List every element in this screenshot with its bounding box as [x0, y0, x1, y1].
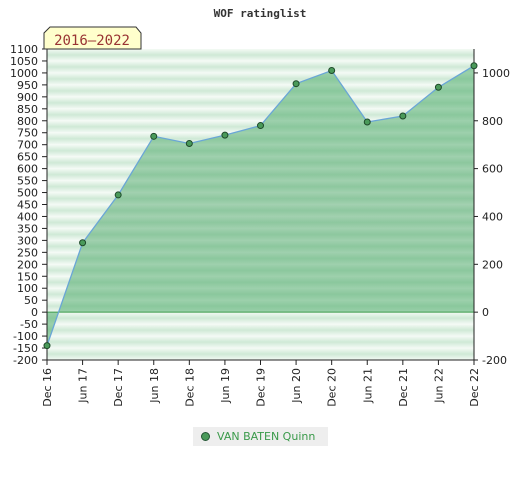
grid-band — [47, 336, 474, 349]
x-tick-label: Dec 20 — [326, 368, 339, 407]
right-y-axis: 1000 800 600 400 200 0 -200 — [473, 49, 510, 367]
left-tick-label: 450 — [17, 199, 38, 212]
left-tick-label: -100 — [13, 330, 38, 343]
grid-band — [47, 60, 474, 73]
left-tick-label: 400 — [17, 210, 38, 223]
right-tick-label: 1000 — [482, 67, 510, 80]
data-point — [114, 191, 122, 199]
right-tick-label: 400 — [482, 210, 503, 223]
data-point — [470, 62, 478, 70]
x-axis: Dec 16 Jun 17 Dec 17 Jun 18 Dec 18 Jun 19 Dec … — [41, 359, 481, 407]
period-label-box — [43, 26, 142, 50]
grid-band — [47, 72, 474, 85]
left-tick-label: 300 — [17, 234, 38, 247]
right-tick-label: -200 — [482, 354, 507, 367]
left-tick-label: 1000 — [10, 67, 38, 80]
left-tick-label: 900 — [17, 91, 38, 104]
left-tick-label: 700 — [17, 139, 38, 152]
data-point — [292, 80, 300, 88]
right-tick-label: 600 — [482, 163, 503, 176]
x-tick-label: Dec 22 — [468, 368, 481, 407]
data-point — [150, 132, 158, 140]
left-tick-label: 200 — [17, 258, 38, 271]
data-point — [328, 67, 336, 75]
left-tick-label: 500 — [17, 187, 38, 200]
grid-band — [47, 324, 474, 337]
right-tick-label: 200 — [482, 258, 503, 271]
chart-title: WOF ratinglist — [214, 7, 307, 20]
x-tick-label: Dec 21 — [397, 368, 410, 407]
legend-series-name: VAN BATEN Quinn — [217, 430, 316, 443]
period-label-text: 2016–2022 — [54, 33, 130, 49]
left-y-axis: 1100105010009509008508007507006506005505… — [10, 43, 48, 367]
left-tick-label: 250 — [17, 246, 38, 259]
data-point — [434, 83, 442, 91]
series-markers — [43, 62, 478, 350]
grid-band — [47, 312, 474, 325]
right-tick-label: 800 — [482, 115, 503, 128]
left-tick-label: 1100 — [10, 43, 38, 56]
left-tick-label: 800 — [17, 115, 38, 128]
grid-band — [47, 96, 474, 109]
right-tick-label: 0 — [482, 306, 489, 319]
x-tick-label: Dec 16 — [41, 368, 54, 407]
data-point — [79, 239, 87, 247]
left-tick-label: 650 — [17, 151, 38, 164]
data-point — [257, 122, 264, 130]
x-tick-label: Dec 17 — [112, 368, 125, 407]
period-label: 2016–2022 — [43, 26, 142, 50]
data-point — [43, 342, 51, 350]
left-tick-label: 850 — [17, 103, 38, 116]
x-tick-label: Jun 22 — [432, 368, 445, 404]
left-tick-label: 550 — [17, 175, 38, 188]
x-tick-label: Jun 19 — [219, 368, 232, 404]
x-tick-label: Jun 17 — [77, 368, 90, 404]
x-tick-label: Dec 18 — [183, 368, 196, 407]
left-tick-label: -50 — [20, 318, 38, 331]
left-tick-label: 150 — [17, 270, 38, 283]
left-tick-label: 600 — [17, 163, 38, 176]
left-tick-label: -200 — [13, 354, 38, 367]
x-tick-label: Jun 18 — [148, 368, 161, 404]
legend: VAN BATEN Quinn — [193, 427, 328, 446]
left-tick-label: 350 — [17, 222, 38, 235]
grid-band — [47, 348, 474, 360]
series-area — [47, 65, 474, 346]
x-tick-label: Jun 21 — [361, 368, 374, 404]
x-tick-label: Jun 20 — [290, 368, 303, 404]
left-tick-label: 750 — [17, 127, 38, 140]
grid-band — [47, 108, 474, 121]
data-point — [185, 139, 193, 147]
left-tick-label: 50 — [24, 294, 38, 307]
data-point — [363, 118, 371, 126]
data-point — [399, 112, 407, 120]
data-point — [221, 131, 229, 139]
left-tick-label: 0 — [31, 306, 38, 319]
left-tick-label: -150 — [13, 342, 38, 355]
grid-band — [47, 84, 474, 97]
left-tick-label: 1050 — [10, 55, 38, 68]
left-tick-label: 950 — [17, 79, 38, 92]
grid-band — [47, 49, 474, 61]
legend-marker-icon — [201, 432, 210, 441]
left-tick-label: 100 — [17, 282, 38, 295]
x-tick-label: Dec 19 — [255, 368, 268, 407]
